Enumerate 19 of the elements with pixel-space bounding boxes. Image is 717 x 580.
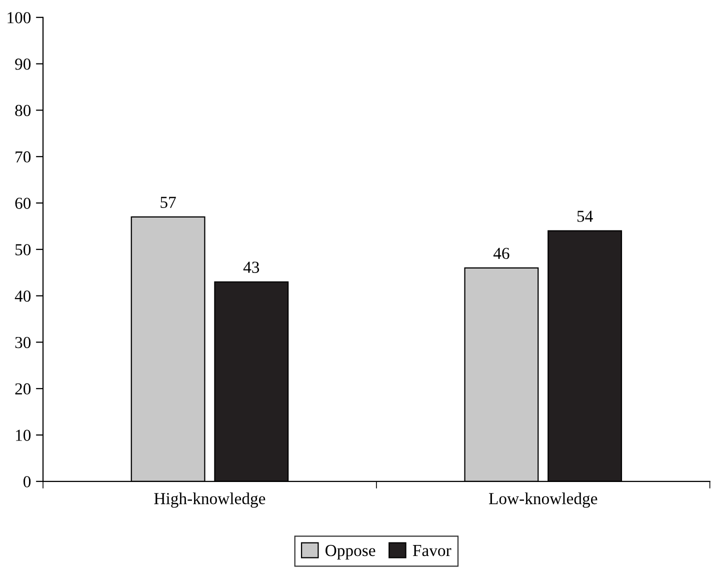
data-label: 54 xyxy=(577,210,593,222)
y-tick-label: 30 xyxy=(15,336,31,348)
y-tick-label: 0 xyxy=(24,476,31,488)
x-tick-label: High-knowledge xyxy=(154,492,266,508)
legend-label: Oppose xyxy=(326,544,376,560)
legend-label: Favor xyxy=(412,545,452,556)
data-label: 46 xyxy=(493,248,510,260)
y-tick-label: 80 xyxy=(15,104,31,116)
data-label: 57 xyxy=(160,196,176,208)
y-tick-label: 70 xyxy=(16,151,31,163)
y-tick-label: 50 xyxy=(16,244,31,256)
y-tick-label: 20 xyxy=(15,383,31,395)
y-tick-label: 100 xyxy=(8,12,31,24)
y-tick-label: 40 xyxy=(14,290,31,302)
y-tick-label: 10 xyxy=(16,430,31,441)
y-tick-label: 60 xyxy=(15,198,31,209)
y-tick-label: 90 xyxy=(15,58,31,70)
data-label: 43 xyxy=(243,262,260,273)
x-tick-label: Low-knowledge xyxy=(488,492,598,508)
